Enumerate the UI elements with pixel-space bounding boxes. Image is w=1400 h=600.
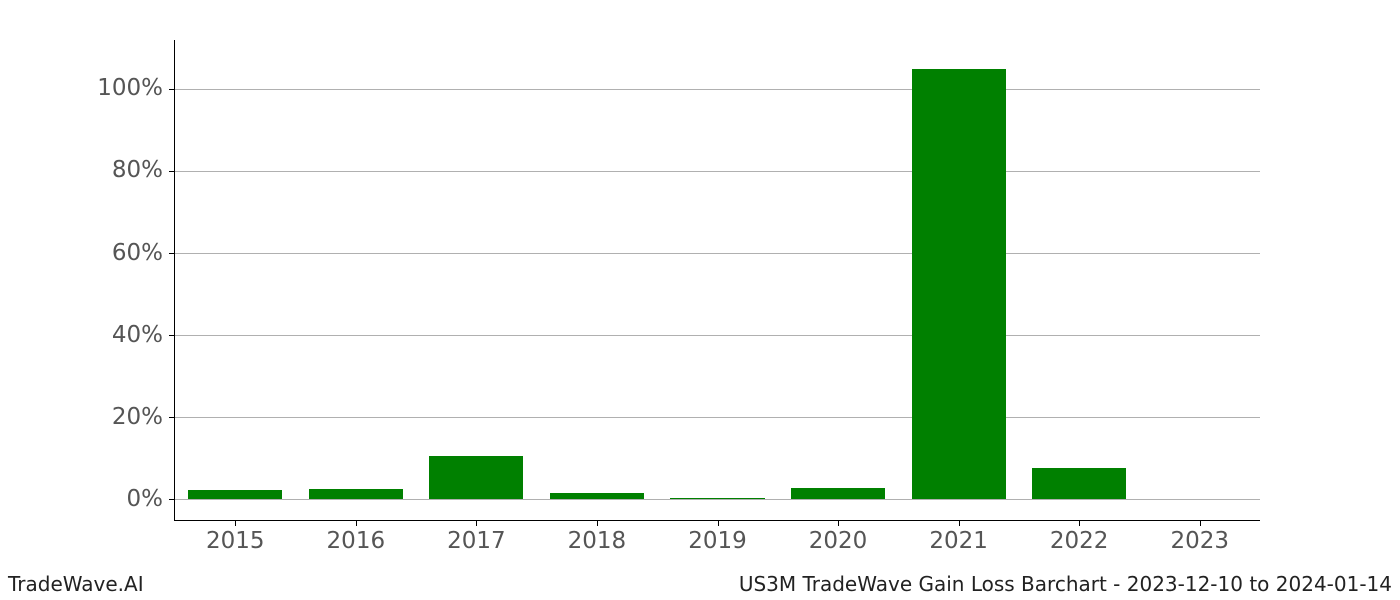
plot-area [175, 40, 1260, 520]
y-tick-label: 60% [63, 240, 163, 266]
y-tick-label: 40% [63, 322, 163, 348]
y-tick-label: 20% [63, 404, 163, 430]
bar [1032, 468, 1126, 500]
x-tick-label: 2017 [416, 528, 537, 554]
footer-brand: TradeWave.AI [8, 572, 144, 596]
bar [791, 488, 885, 499]
y-tick-label: 100% [63, 75, 163, 101]
x-tick-label: 2016 [296, 528, 417, 554]
y-tick-label: 0% [63, 486, 163, 512]
bar [309, 489, 403, 499]
gridline [175, 171, 1260, 172]
bar [550, 493, 644, 499]
gridline [175, 335, 1260, 336]
bar [670, 498, 764, 500]
gain-loss-barchart: TradeWave.AI US3M TradeWave Gain Loss Ba… [0, 0, 1400, 600]
x-tick-label: 2020 [778, 528, 899, 554]
y-tick-label: 80% [63, 157, 163, 183]
gridline [175, 417, 1260, 418]
x-tick-label: 2019 [657, 528, 778, 554]
bar [429, 456, 523, 499]
gridline [175, 253, 1260, 254]
y-axis-line [174, 40, 175, 520]
x-tick-label: 2023 [1139, 528, 1260, 554]
x-tick-label: 2015 [175, 528, 296, 554]
gridline [175, 89, 1260, 90]
footer-caption: US3M TradeWave Gain Loss Barchart - 2023… [739, 572, 1392, 596]
x-tick-label: 2018 [537, 528, 658, 554]
bar [188, 490, 282, 499]
x-axis-line [174, 520, 1260, 521]
gridline [175, 499, 1260, 500]
x-tick-label: 2022 [1019, 528, 1140, 554]
bar [912, 69, 1006, 500]
x-tick-label: 2021 [898, 528, 1019, 554]
